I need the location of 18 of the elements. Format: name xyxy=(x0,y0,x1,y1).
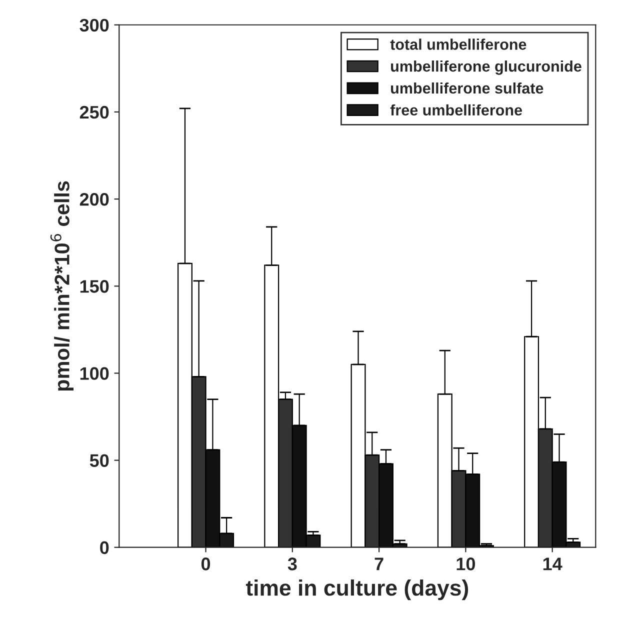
x-tick-label: 0 xyxy=(201,558,210,570)
y-tick-label: 200 xyxy=(80,192,109,206)
legend-label: total umbelliferone xyxy=(390,38,526,50)
legend-label: umbelliferone glucuronide xyxy=(391,60,582,75)
x-tick-label: 14 xyxy=(543,558,562,570)
x-tick-label: 7 xyxy=(374,558,384,570)
y-tick-label: 0 xyxy=(100,541,109,554)
y-axis-title: pmol/ min*2*10$^{6}$ cells xyxy=(50,181,74,391)
y-tick-label: 300 xyxy=(80,18,109,32)
y-tick-label: 100 xyxy=(80,367,109,380)
x-tick-label: 10 xyxy=(456,558,475,570)
x-axis-title: time in culture (days) xyxy=(246,579,468,600)
y-tick-label: 50 xyxy=(90,454,109,467)
x-tick-label: 3 xyxy=(288,558,297,570)
y-tick-label: 250 xyxy=(80,106,109,119)
legend-label: free umbelliferone xyxy=(390,104,522,116)
legend-label: umbelliferone sulfate xyxy=(391,82,544,94)
y-tick-label: 150 xyxy=(80,280,109,293)
